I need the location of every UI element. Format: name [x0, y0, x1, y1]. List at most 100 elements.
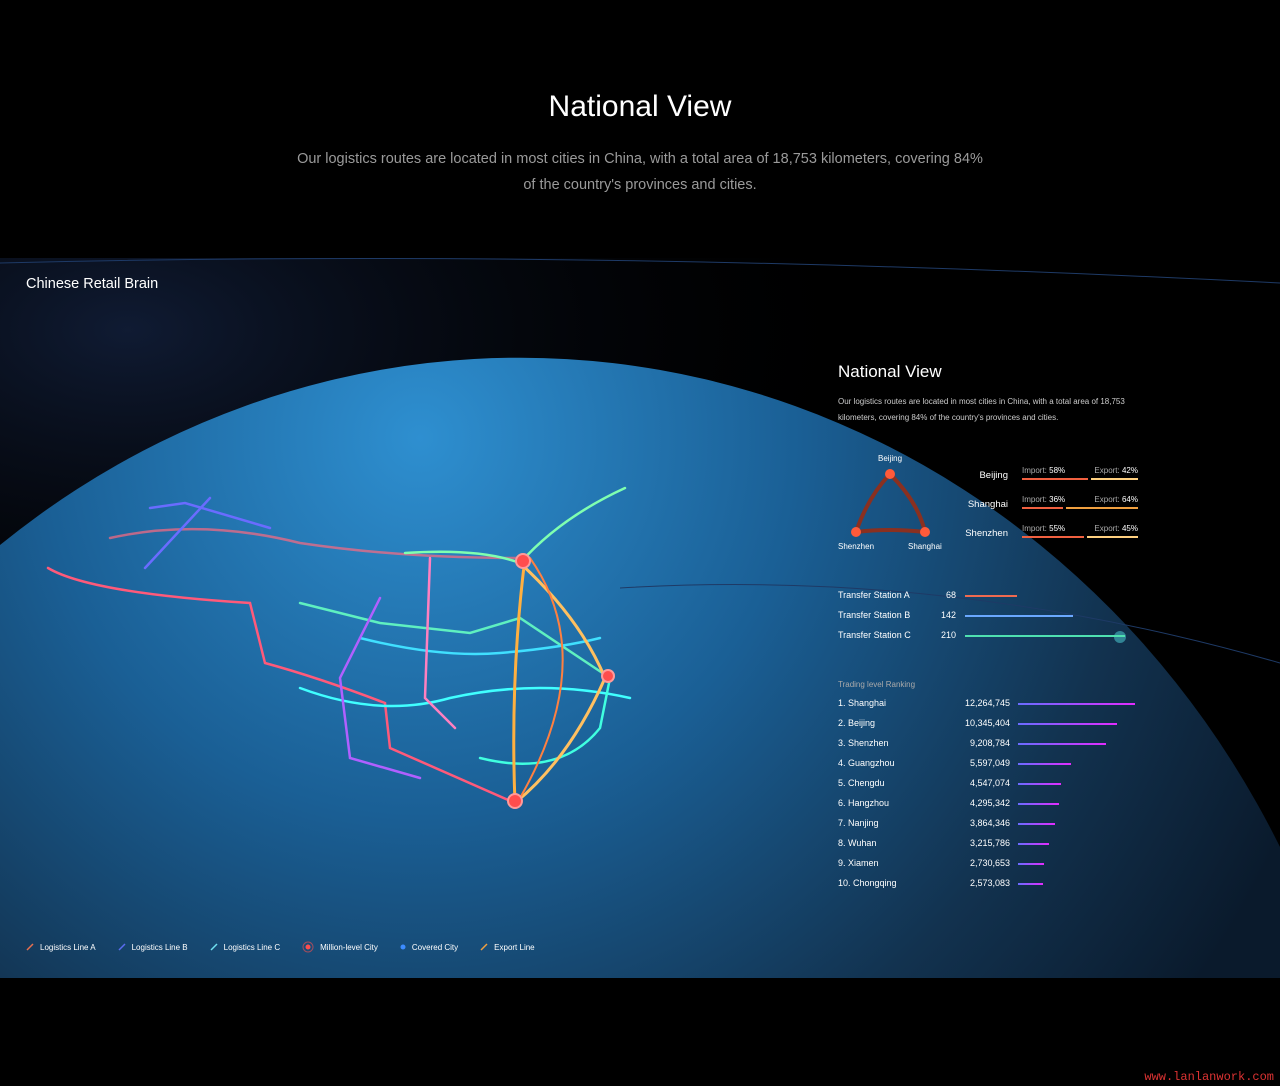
station-bar: [965, 615, 1074, 617]
station-name: Transfer Station A: [838, 590, 910, 600]
ranking-row: 9. Xiamen 2,730,653: [838, 858, 1138, 878]
ranking-city: 9. Xiamen: [838, 858, 879, 868]
export-label: Export: 64%: [1094, 495, 1138, 504]
panel-title: National View: [838, 362, 942, 381]
ranking-bar: [1018, 843, 1049, 845]
ranking-bar: [1018, 763, 1072, 765]
ranking-list: 1. Shanghai 12,264,745 2. Beijing 10,345,40…: [838, 698, 1138, 898]
export-bar: [1090, 478, 1138, 480]
legend-label: Covered City: [411, 942, 459, 952]
ranking-row: 4. Guangzhou 5,597,049: [838, 758, 1138, 778]
ranking-value: 12,264,745: [964, 698, 1010, 708]
import-bar: [1022, 478, 1088, 480]
ranking-value: 9,208,784: [969, 738, 1010, 748]
city-row: Shenzhen Import: 55% Export: 45%: [958, 522, 1138, 551]
station-value: 68: [945, 590, 956, 600]
station-row: Transfer Station B 142: [838, 610, 1138, 630]
ranking-value: 4,547,074: [969, 778, 1010, 788]
hero-subtitle: Our logistics routes are located in most…: [297, 151, 983, 193]
ranking-row: 3. Shenzhen 9,208,784: [838, 738, 1138, 758]
import-bar: [1022, 536, 1085, 538]
station-name: Transfer Station C: [838, 630, 911, 640]
stage-label: Chinese Retail Brain: [26, 276, 159, 292]
hero-title: National View: [548, 90, 732, 123]
station-row: Transfer Station A 68: [838, 590, 1138, 610]
ranking-city: 2. Beijing: [838, 718, 876, 728]
legend-item[interactable]: Logistics Line A: [26, 941, 96, 953]
legend-label: Million-level City: [320, 942, 378, 952]
export-label: Export: 42%: [1094, 466, 1138, 475]
export-bar: [1087, 536, 1138, 538]
legend-item[interactable]: Logistics Line B: [118, 941, 188, 953]
globe: [0, 357, 1280, 978]
ranking-city: 8. Wuhan: [838, 838, 877, 848]
station-value: 142: [940, 610, 956, 620]
ranking-city: 4. Guangzhou: [838, 758, 895, 768]
ranking-title: Trading level Ranking: [838, 680, 916, 689]
info-panel: National View Our logistics routes are l…: [838, 362, 1138, 888]
ranking-bar: [1018, 883, 1043, 885]
import-label: Import: 58%: [1022, 466, 1066, 475]
ranking-value: 5,597,049: [969, 758, 1010, 768]
ranking-row: 1. Shanghai 12,264,745: [838, 698, 1138, 718]
station-name: Transfer Station B: [838, 610, 911, 620]
triangle-label: Shanghai: [908, 542, 942, 551]
ranking-bar: [1018, 723, 1117, 725]
import-label: Import: 36%: [1022, 495, 1066, 504]
ranking-value: 4,295,342: [969, 798, 1010, 808]
ring-dot-icon: [302, 941, 314, 953]
million-level-cities[interactable]: [507, 553, 615, 809]
ranking-city: 3. Shenzhen: [838, 738, 889, 748]
globe-map[interactable]: [0, 258, 1280, 978]
export-label: Export: 45%: [1094, 524, 1138, 533]
legend-label: Export Line: [494, 942, 535, 952]
city-row: Beijing Import: 58% Export: 42%: [958, 464, 1138, 493]
legend-label: Logistics Line A: [40, 942, 96, 952]
ranking-row: 2. Beijing 10,345,404: [838, 718, 1138, 738]
import-label: Import: 55%: [1022, 524, 1066, 533]
city-name: Shanghai: [967, 499, 1008, 510]
ranking-value: 10,345,404: [964, 718, 1010, 728]
import-export-list: Beijing Import: 58% Export: 42% Shanghai…: [958, 464, 1138, 551]
ranking-row: 5. Chengdu 4,547,074: [838, 778, 1138, 798]
ranking-bar: [1018, 743, 1106, 745]
dot-icon: [400, 944, 406, 950]
line-icon: [118, 943, 126, 951]
ranking-value: 2,573,083: [969, 878, 1010, 888]
city-name: Beijing: [979, 470, 1008, 481]
ranking-value: 3,215,786: [969, 838, 1010, 848]
ranking-city: 10. Chongqing: [838, 878, 897, 888]
line-icon: [26, 943, 34, 951]
ranking-city: 1. Shanghai: [838, 698, 887, 708]
ranking-row: 6. Hangzhou 4,295,342: [838, 798, 1138, 818]
legend-item[interactable]: Export Line: [480, 941, 535, 953]
legend-item[interactable]: Logistics Line C: [210, 941, 280, 953]
map-legend: Logistics Line A Logistics Line B Logistic…: [26, 941, 535, 953]
ranking-city: 6. Hangzhou: [838, 798, 890, 808]
legend-item[interactable]: Covered City: [400, 941, 458, 953]
export-bar: [1065, 507, 1138, 509]
ranking-bar: [1018, 803, 1059, 805]
station-value: 210: [940, 630, 956, 640]
legend-label: Logistics Line C: [223, 942, 281, 952]
ranking-row: 10. Chongqing 2,573,083: [838, 878, 1138, 898]
station-row: Transfer Station C 210: [838, 630, 1138, 650]
station-bar: [965, 595, 1017, 597]
triangle-label: Beijing: [878, 454, 903, 463]
ranking-city: 5. Chengdu: [838, 778, 885, 788]
ranking-bar: [1018, 823, 1055, 825]
triangle-label: Shenzhen: [838, 542, 875, 551]
line-icon: [210, 943, 218, 951]
legend-item[interactable]: Million-level City: [302, 941, 378, 953]
ranking-bar: [1018, 783, 1062, 785]
line-icon: [480, 943, 488, 951]
ranking-value: 3,864,346: [969, 818, 1010, 828]
legend-label: Logistics Line B: [131, 942, 188, 952]
city-row: Shanghai Import: 36% Export: 64%: [958, 493, 1138, 522]
city-triangle: Beijing Shenzhen Shanghai: [838, 452, 948, 552]
watermark: www.lanlanwork.com: [1144, 1070, 1274, 1084]
import-bar: [1022, 507, 1063, 509]
globe-stage[interactable]: Chinese Retail Brain National View Our l…: [0, 258, 1280, 978]
ranking-row: 8. Wuhan 3,215,786: [838, 838, 1138, 858]
transfer-stations: Transfer Station A 68 Transfer Station B 14…: [838, 590, 1138, 650]
